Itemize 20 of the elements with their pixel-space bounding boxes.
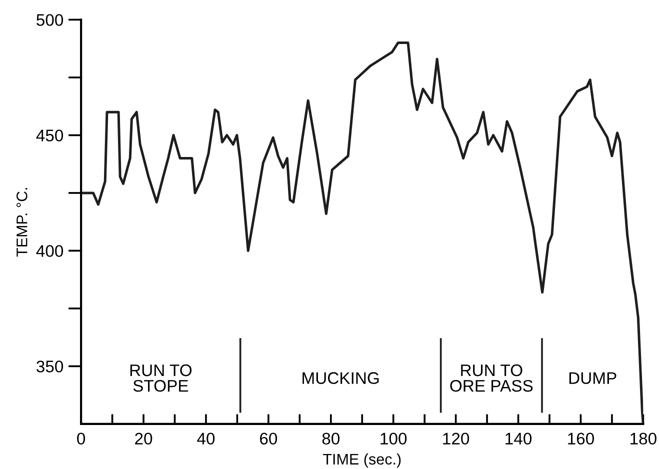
x-tick-label: 0 (77, 432, 86, 445)
y-axis-title: TEMP. °C. (16, 188, 28, 257)
x-axis-title: TIME (sec.) (323, 453, 401, 468)
x-tick-label: 180 (630, 432, 656, 445)
x-tick-label: 60 (260, 432, 278, 445)
annotation: MUCKING (302, 372, 379, 384)
x-tick-label: 160 (568, 432, 594, 445)
x-tick-label: 20 (135, 432, 152, 445)
x-tick-label: 80 (322, 432, 340, 445)
annotation: DUMP (569, 372, 616, 384)
x-tick-label: 120 (443, 432, 470, 445)
x-tick-label: 100 (380, 432, 407, 445)
x-tick-label: 40 (197, 432, 215, 445)
x-tick-label: 140 (506, 432, 532, 445)
y-tick-label: 500 (36, 14, 64, 26)
y-tick-label: 400 (36, 245, 64, 257)
annotation: RUN TO STOPE (130, 364, 192, 392)
y-tick-label: 450 (36, 130, 64, 142)
y-tick-label: 350 (36, 360, 64, 372)
annotation: RUN TO ORE PASS (450, 364, 533, 392)
